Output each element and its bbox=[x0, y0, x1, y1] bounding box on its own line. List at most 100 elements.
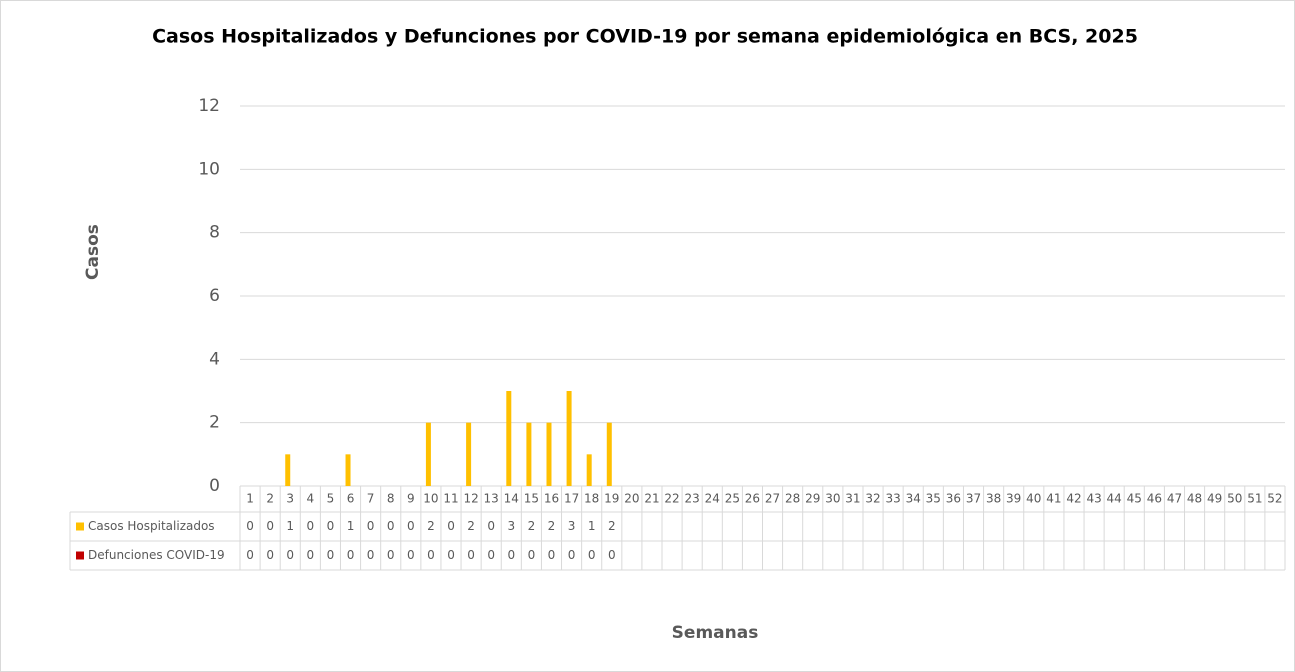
table-value: 0 bbox=[266, 519, 274, 533]
table-value: 2 bbox=[467, 519, 475, 533]
table-value: 0 bbox=[507, 548, 515, 562]
y-tick-label: 8 bbox=[209, 223, 220, 243]
x-tick-label: 34 bbox=[906, 492, 921, 506]
table-value: 0 bbox=[367, 548, 375, 562]
bar bbox=[526, 422, 532, 486]
x-tick-label: 13 bbox=[484, 492, 499, 506]
table-value: 0 bbox=[447, 548, 455, 562]
table-value: 0 bbox=[588, 548, 596, 562]
table-value: 0 bbox=[427, 548, 435, 562]
x-tick-label: 15 bbox=[524, 492, 539, 506]
x-tick-label: 41 bbox=[1046, 492, 1061, 506]
y-tick-label: 10 bbox=[198, 159, 220, 179]
x-tick-label: 9 bbox=[407, 492, 415, 506]
x-tick-label: 31 bbox=[845, 492, 860, 506]
chart-title: Casos Hospitalizados y Defunciones por C… bbox=[152, 26, 1138, 48]
table-value: 0 bbox=[327, 548, 335, 562]
table-value: 0 bbox=[246, 548, 254, 562]
table-value: 0 bbox=[347, 548, 355, 562]
table-value: 0 bbox=[307, 519, 315, 533]
x-tick-label: 16 bbox=[544, 492, 559, 506]
x-tick-label: 7 bbox=[367, 492, 375, 506]
table-value: 0 bbox=[467, 548, 475, 562]
x-tick-label: 2 bbox=[266, 492, 274, 506]
table-value: 0 bbox=[327, 519, 335, 533]
x-tick-label: 10 bbox=[423, 492, 438, 506]
x-tick-label: 4 bbox=[307, 492, 315, 506]
bar bbox=[566, 391, 572, 486]
x-tick-label: 52 bbox=[1267, 492, 1282, 506]
x-tick-label: 21 bbox=[644, 492, 659, 506]
x-tick-label: 51 bbox=[1247, 492, 1262, 506]
table-value: 0 bbox=[246, 519, 254, 533]
table-value: 0 bbox=[608, 548, 616, 562]
table-value: 0 bbox=[568, 548, 576, 562]
x-tick-label: 33 bbox=[885, 492, 900, 506]
x-tick-label: 44 bbox=[1107, 492, 1122, 506]
y-tick-label: 6 bbox=[209, 286, 220, 306]
x-tick-label: 18 bbox=[584, 492, 599, 506]
table-value: 3 bbox=[507, 519, 515, 533]
legend-swatch bbox=[76, 522, 84, 531]
x-tick-label: 14 bbox=[504, 492, 519, 506]
x-tick-label: 39 bbox=[1006, 492, 1021, 506]
table-value: 0 bbox=[307, 548, 315, 562]
table-value: 0 bbox=[447, 519, 455, 533]
table-value: 0 bbox=[387, 519, 395, 533]
x-tick-label: 20 bbox=[624, 492, 639, 506]
x-axis-title: Semanas bbox=[672, 623, 759, 643]
x-tick-label: 47 bbox=[1167, 492, 1182, 506]
y-tick-label: 0 bbox=[209, 476, 220, 496]
x-tick-label: 25 bbox=[725, 492, 740, 506]
x-tick-label: 11 bbox=[443, 492, 458, 506]
x-tick-label: 19 bbox=[604, 492, 619, 506]
table-value: 0 bbox=[407, 548, 415, 562]
table-value: 2 bbox=[528, 519, 536, 533]
bar bbox=[425, 422, 431, 486]
table-value: 1 bbox=[286, 519, 294, 533]
y-tick-label: 12 bbox=[198, 96, 220, 116]
table-value: 1 bbox=[588, 519, 596, 533]
x-tick-label: 38 bbox=[986, 492, 1001, 506]
table-value: 0 bbox=[387, 548, 395, 562]
bar bbox=[345, 454, 351, 486]
legend-label: Casos Hospitalizados bbox=[88, 519, 215, 533]
x-tick-label: 5 bbox=[327, 492, 335, 506]
bar bbox=[466, 422, 472, 486]
x-tick-label: 37 bbox=[966, 492, 981, 506]
x-tick-label: 40 bbox=[1026, 492, 1041, 506]
x-tick-label: 12 bbox=[463, 492, 478, 506]
y-tick-label: 4 bbox=[209, 349, 220, 369]
legend-label: Defunciones COVID-19 bbox=[88, 548, 225, 562]
x-tick-label: 28 bbox=[785, 492, 800, 506]
x-tick-label: 1 bbox=[246, 492, 254, 506]
x-tick-label: 43 bbox=[1086, 492, 1101, 506]
table-value: 0 bbox=[367, 519, 375, 533]
table-value: 0 bbox=[487, 548, 495, 562]
x-tick-label: 50 bbox=[1227, 492, 1242, 506]
x-tick-label: 46 bbox=[1147, 492, 1162, 506]
x-tick-label: 30 bbox=[825, 492, 840, 506]
x-tick-label: 23 bbox=[685, 492, 700, 506]
x-tick-label: 17 bbox=[564, 492, 579, 506]
table-value: 2 bbox=[427, 519, 435, 533]
x-tick-label: 45 bbox=[1127, 492, 1142, 506]
bar bbox=[606, 422, 612, 486]
table-value: 0 bbox=[487, 519, 495, 533]
legend-swatch bbox=[76, 551, 84, 560]
x-tick-label: 6 bbox=[347, 492, 355, 506]
table-value: 0 bbox=[286, 548, 294, 562]
x-tick-label: 32 bbox=[865, 492, 880, 506]
y-tick-label: 2 bbox=[209, 413, 220, 433]
table-value: 0 bbox=[407, 519, 415, 533]
x-tick-label: 22 bbox=[664, 492, 679, 506]
table-value: 2 bbox=[548, 519, 556, 533]
x-tick-label: 48 bbox=[1187, 492, 1202, 506]
table-value: 2 bbox=[608, 519, 616, 533]
bar bbox=[506, 391, 512, 486]
x-tick-label: 49 bbox=[1207, 492, 1222, 506]
table-value: 3 bbox=[568, 519, 576, 533]
x-tick-label: 29 bbox=[805, 492, 820, 506]
